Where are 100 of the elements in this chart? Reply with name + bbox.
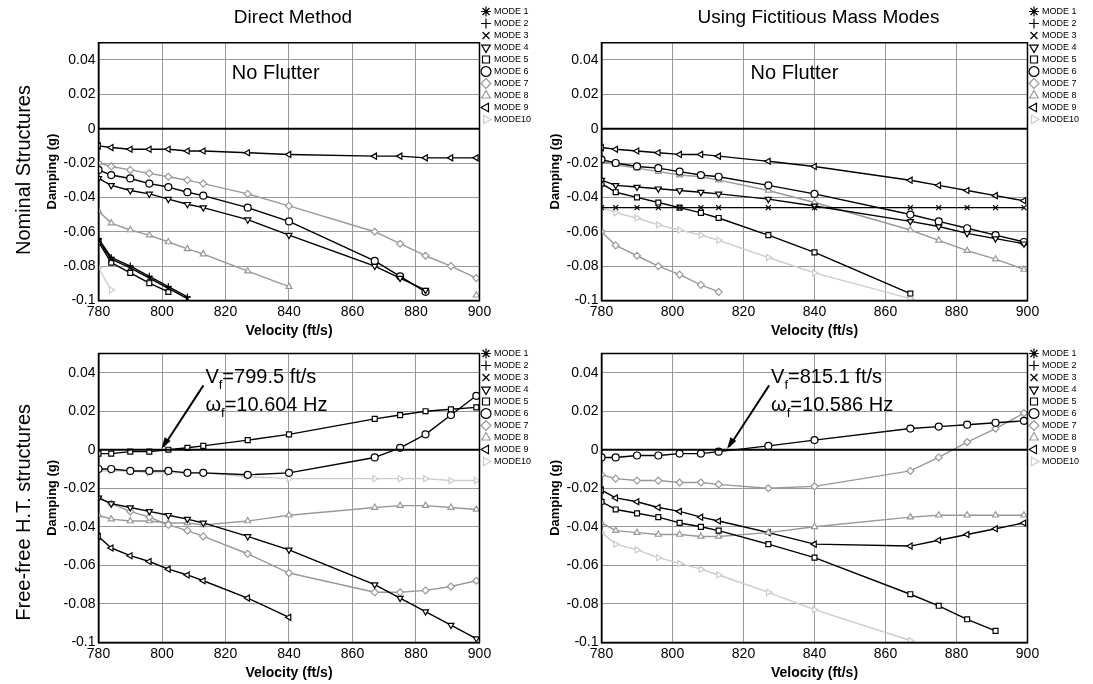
legend-label: MODE 8: [493, 89, 529, 100]
x-tick-label: 860: [340, 302, 365, 319]
text: Free-free H.T. structures: [11, 403, 34, 621]
legend-label: MODE 7: [1041, 77, 1077, 88]
y-tick-label: -0.04: [566, 188, 599, 205]
legend-label: MODE 9: [493, 443, 529, 454]
y-tick-label: -0.06: [63, 556, 96, 573]
legend-label: MODE 4: [493, 383, 529, 394]
y-tick-label: -0.02: [566, 479, 599, 496]
x-tick-label: 820: [731, 644, 756, 661]
x-tick-label: 860: [873, 302, 898, 319]
legend-label: MODE10: [1041, 455, 1079, 466]
x-tick-label: 880: [944, 302, 969, 319]
x-axis-title: Velocity (ft/s): [245, 322, 333, 339]
y-tick-label: -0.06: [63, 222, 96, 239]
x-tick-label: 900: [467, 302, 492, 319]
x-tick-label: 900: [467, 644, 492, 661]
legend-label: MODE 3: [1041, 371, 1077, 382]
y-axis-title: Damping (g): [44, 459, 60, 536]
y-tick-label: 0: [590, 440, 599, 457]
y-tick-label: 0: [87, 440, 96, 457]
legend-label: MODE 5: [1041, 395, 1077, 406]
legend-label: MODE 2: [493, 17, 529, 28]
y-tick-label: 0.02: [68, 402, 96, 419]
legend-label: MODE 9: [1041, 101, 1077, 112]
x-tick-label: 840: [802, 302, 827, 319]
y-tick-label: 0: [87, 119, 96, 136]
legend-label: MODE 1: [493, 5, 529, 16]
y-tick-label: -0.04: [63, 188, 96, 205]
y-tick-label: -0.08: [63, 594, 96, 611]
x-tick-label: 840: [277, 644, 301, 661]
legend-label: MODE 5: [493, 395, 529, 406]
legend-label: MODE 6: [1041, 407, 1077, 418]
legend-label: MODE 9: [493, 101, 529, 112]
annotation: No Flutter: [231, 60, 320, 83]
y-tick-label: 0.04: [571, 50, 599, 67]
y-tick-label: -0.08: [566, 256, 599, 273]
y-tick-label: 0.04: [68, 50, 96, 67]
y-tick-label: 0.02: [571, 85, 599, 102]
legend-label: MODE10: [493, 113, 531, 124]
x-tick-label: 800: [150, 302, 174, 319]
y-axis-title: Damping (g): [547, 459, 563, 536]
legend-label: MODE 2: [1041, 359, 1077, 370]
legend-label: MODE 3: [493, 29, 529, 40]
y-axis-title: Damping (g): [44, 133, 60, 210]
y-tick-label: -0.06: [566, 222, 599, 239]
x-tick-label: 840: [802, 644, 827, 661]
legend-label: MODE 2: [493, 359, 529, 370]
y-tick-label: -0.02: [63, 479, 96, 496]
legend-label: MODE10: [1041, 113, 1079, 124]
y-tick-label: -0.08: [566, 594, 599, 611]
legend-label: MODE10: [493, 455, 531, 466]
legend-label: MODE 8: [1041, 431, 1077, 442]
x-axis-title: Velocity (ft/s): [770, 322, 859, 339]
y-tick-label: -0.02: [63, 153, 96, 170]
x-tick-label: 880: [404, 302, 428, 319]
x-tick-label: 900: [1015, 302, 1040, 319]
x-tick-label: 800: [660, 302, 685, 319]
legend-label: MODE 8: [1041, 89, 1077, 100]
legend-label: MODE 6: [493, 65, 529, 76]
y-tick-label: -0.04: [566, 517, 599, 534]
y-tick-label: 0: [590, 119, 599, 136]
legend-label: MODE 8: [493, 431, 529, 442]
text: Nominal Structures: [11, 84, 34, 256]
y-tick-label: 0.02: [68, 85, 96, 102]
x-tick-label: 800: [150, 644, 174, 661]
legend-label: MODE 2: [1041, 17, 1077, 28]
x-tick-label: 820: [731, 302, 756, 319]
x-axis-title: Velocity (ft/s): [245, 664, 333, 681]
y-tick-label: -0.04: [63, 517, 96, 534]
legend-label: MODE 5: [1041, 53, 1077, 64]
legend-label: MODE 1: [1041, 347, 1077, 358]
y-tick-label: 0.04: [571, 363, 599, 380]
x-tick-label: 820: [213, 644, 238, 661]
legend-label: MODE 7: [493, 77, 529, 88]
legend-label: MODE 5: [493, 53, 529, 64]
legend-label: MODE 3: [1041, 29, 1077, 40]
legend-label: MODE 6: [493, 407, 529, 418]
legend-label: MODE 1: [493, 347, 529, 358]
annotation: No Flutter: [750, 60, 839, 83]
x-tick-label: 860: [340, 644, 365, 661]
legend-label: MODE 4: [1041, 383, 1077, 394]
x-tick-label: 800: [660, 644, 685, 661]
y-axis-title: Damping (g): [547, 133, 563, 210]
x-tick-label: 880: [944, 644, 969, 661]
legend-label: MODE 6: [1041, 65, 1077, 76]
y-tick-label: -0.08: [63, 256, 96, 273]
x-axis-title: Velocity (ft/s): [770, 664, 859, 681]
y-tick-label: -0.06: [566, 556, 599, 573]
y-tick-label: 0.04: [68, 363, 96, 380]
x-tick-label: 900: [1015, 644, 1040, 661]
legend-label: MODE 7: [493, 419, 529, 430]
y-tick-label: -0.02: [566, 153, 599, 170]
legend-label: MODE 4: [1041, 41, 1077, 52]
legend-label: MODE 9: [1041, 443, 1077, 454]
chart-title: Direct Method: [233, 5, 353, 27]
legend-label: MODE 3: [493, 371, 529, 382]
x-tick-label: 820: [213, 302, 238, 319]
legend-label: MODE 7: [1041, 419, 1077, 430]
y-tick-label: 0.02: [571, 402, 599, 419]
